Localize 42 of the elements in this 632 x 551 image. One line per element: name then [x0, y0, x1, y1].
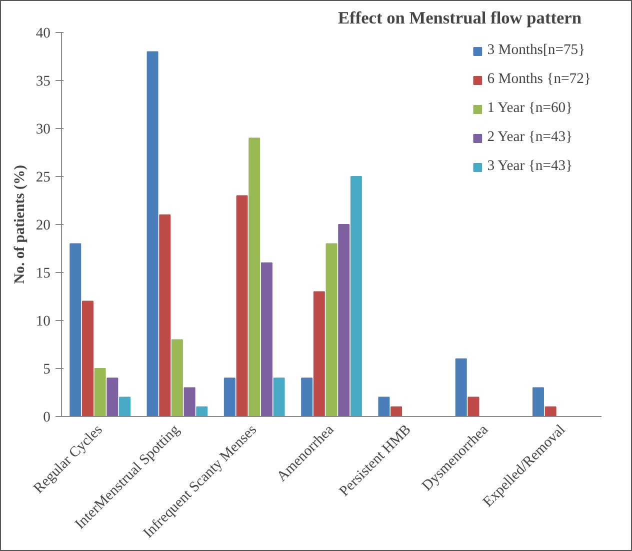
- bar: [82, 300, 94, 416]
- legend-label: 3 Year {n=43}: [487, 158, 573, 175]
- bar: [468, 396, 480, 416]
- bar: [313, 291, 325, 416]
- y-tick-label: 35: [36, 74, 50, 90]
- bar: [273, 378, 285, 416]
- bar: [378, 396, 390, 416]
- y-axis-title: No. of patients (%): [12, 164, 28, 284]
- chart-title: Effect on Menstrual flow pattern: [338, 8, 582, 28]
- y-tick-label: 15: [36, 266, 50, 282]
- bar: [184, 387, 196, 416]
- y-tick-label: 30: [36, 122, 50, 138]
- bar: [70, 243, 82, 416]
- bar: [350, 176, 362, 416]
- y-tick-label: 40: [36, 26, 50, 42]
- bar: [146, 51, 158, 416]
- legend-label: 3 Months[n=75}: [487, 42, 586, 59]
- bar: [301, 378, 313, 416]
- bar: [196, 406, 208, 416]
- bar: [260, 262, 272, 416]
- legend-label: 2 Year {n=43}: [487, 129, 573, 146]
- bar: [171, 339, 183, 416]
- y-tick-label: 0: [43, 410, 50, 426]
- legend-label: 1 Year {n=60}: [487, 100, 573, 117]
- y-tick-label: 10: [36, 314, 50, 330]
- bar: [159, 214, 171, 416]
- y-tick-label: 5: [43, 362, 50, 378]
- y-tick-label: 20: [36, 218, 50, 234]
- bar: [338, 224, 350, 416]
- bar: [106, 378, 118, 416]
- bar: [532, 387, 544, 416]
- bar: [544, 406, 556, 416]
- bar: [236, 195, 248, 416]
- bar: [455, 358, 467, 416]
- y-tick-label: 25: [36, 170, 50, 186]
- bar: [390, 406, 402, 416]
- bar: [119, 396, 131, 416]
- bar: [248, 138, 260, 416]
- bar: [224, 378, 236, 416]
- bar: [94, 368, 106, 416]
- legend-label: 6 Months {n=72}: [487, 71, 591, 88]
- bar: [326, 243, 338, 416]
